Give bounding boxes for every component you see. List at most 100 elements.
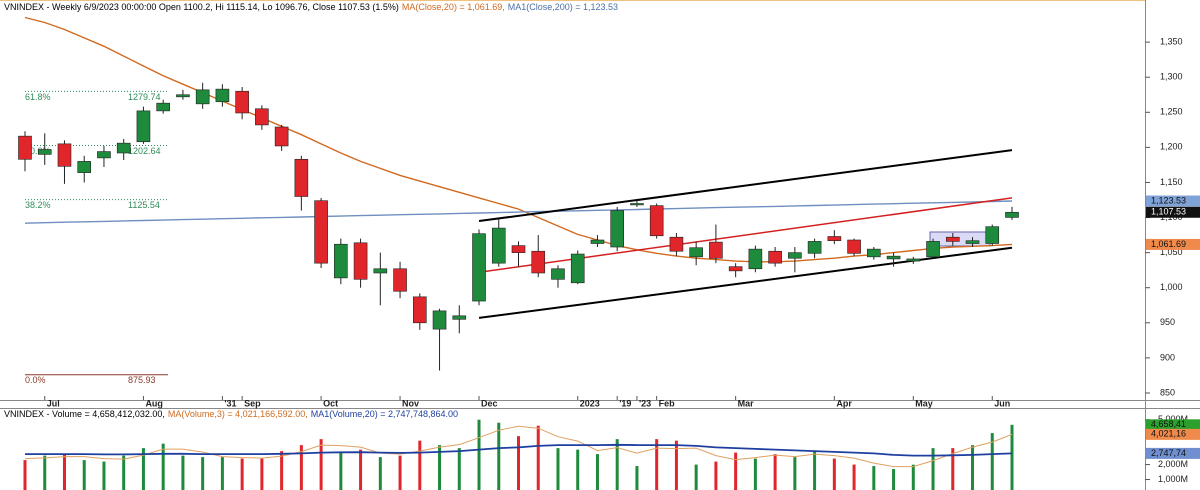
candle-body bbox=[649, 205, 664, 237]
x-tick-label: Nov bbox=[402, 398, 419, 408]
volume-bar bbox=[595, 454, 599, 490]
volume-bar bbox=[971, 445, 975, 490]
x-tick-label: '19 bbox=[619, 398, 631, 408]
candle-body bbox=[926, 241, 940, 258]
volume-bar bbox=[299, 445, 303, 490]
candle-body bbox=[412, 296, 427, 324]
x-tick-label: Aug bbox=[145, 398, 163, 408]
candle-body bbox=[867, 248, 881, 258]
volume-bar bbox=[161, 443, 165, 490]
candle-body bbox=[136, 110, 151, 143]
value-tag bbox=[1146, 428, 1200, 440]
value-tag bbox=[1146, 447, 1200, 459]
value-tag-label: 2,747,74 bbox=[1151, 448, 1186, 458]
candle-body bbox=[511, 245, 526, 253]
volume-bar bbox=[517, 436, 520, 490]
legend: VNINDEX - Weekly 6/9/2023 00:00:00 Open … bbox=[4, 2, 618, 12]
candle-body bbox=[353, 242, 368, 280]
candle-body bbox=[630, 203, 644, 206]
legend-entry: MA(Close,20) = 1,061.69, bbox=[402, 2, 505, 12]
fib-value: 1125.54 bbox=[128, 200, 160, 210]
volume-bar bbox=[852, 464, 856, 490]
candle-body bbox=[373, 268, 388, 274]
volume-bar bbox=[694, 464, 698, 490]
volume-bar bbox=[990, 433, 994, 490]
volume-bar bbox=[911, 464, 915, 490]
price-panel: VNINDEX - Weekly 6/9/2023 00:00:00 Open … bbox=[4, 2, 1019, 408]
candle-body bbox=[176, 94, 190, 98]
candle-body bbox=[610, 210, 625, 248]
candle-body bbox=[215, 88, 230, 103]
x-tick-label: Oct bbox=[323, 398, 338, 408]
volume-bar bbox=[951, 448, 955, 490]
x-tick-label: 2023 bbox=[580, 398, 600, 408]
volume-bar bbox=[872, 466, 876, 490]
candle-body bbox=[393, 268, 407, 292]
price-tag-label: 1,123.53 bbox=[1151, 195, 1186, 205]
candle-body bbox=[985, 226, 1000, 244]
volume-bar bbox=[674, 440, 678, 490]
candle-body bbox=[116, 142, 131, 154]
candle-body bbox=[590, 239, 605, 244]
legend-entry: MA(Volume,3) = 4,021,166,592.00, bbox=[168, 409, 308, 419]
candle-body bbox=[788, 252, 802, 259]
candle-body bbox=[531, 250, 546, 274]
candle-body bbox=[314, 200, 328, 264]
fib-value: 1279.74 bbox=[128, 92, 161, 102]
legend: VNINDEX - Volume = 4,658,412,032.00, MA(V… bbox=[4, 409, 458, 419]
x-tick-label: '23 bbox=[639, 398, 651, 408]
candle-body bbox=[768, 250, 782, 264]
candle-body bbox=[472, 233, 486, 302]
volume-bar bbox=[141, 448, 145, 490]
candle-body bbox=[709, 241, 723, 259]
candle-body bbox=[728, 266, 743, 272]
volume-panel: VNINDEX - Volume = 4,658,412,032.00, MA(V… bbox=[4, 409, 1014, 490]
candle-body bbox=[156, 102, 170, 112]
price-tag bbox=[1146, 206, 1200, 218]
volume-bar bbox=[220, 457, 224, 490]
fib-value: 875.93 bbox=[128, 375, 156, 385]
candle-body bbox=[57, 143, 72, 167]
volume-bar bbox=[793, 457, 797, 490]
y-tick-label: 5,000M bbox=[1158, 414, 1188, 424]
price-tag-label: 1,061.69 bbox=[1151, 239, 1186, 249]
candle-body bbox=[847, 239, 861, 254]
volume-bar bbox=[576, 449, 580, 490]
y-tick-label: 1,350 bbox=[1160, 36, 1183, 46]
volume-bar bbox=[43, 455, 47, 490]
trend-line bbox=[478, 197, 1013, 274]
x-tick-label: Jul bbox=[47, 398, 60, 408]
moving-average bbox=[24, 16, 1013, 263]
price-tag bbox=[1146, 195, 1200, 207]
candle-body bbox=[551, 268, 565, 280]
candle-body bbox=[570, 253, 585, 284]
y-tick-label: 1,050 bbox=[1160, 247, 1183, 257]
volume-bar bbox=[536, 425, 540, 490]
volume-bar bbox=[378, 457, 382, 490]
x-tick-label: Feb bbox=[659, 398, 676, 408]
x-tick-label: Sep bbox=[244, 398, 261, 408]
volume-bar bbox=[832, 458, 836, 490]
volume-bar bbox=[181, 455, 185, 490]
candle-body bbox=[255, 108, 269, 126]
candle-body bbox=[77, 161, 92, 173]
x-tick-label: Jun bbox=[994, 398, 1010, 408]
volume-bar bbox=[418, 440, 422, 490]
volume-bar bbox=[457, 448, 461, 490]
value-tag bbox=[1146, 419, 1200, 431]
candle-body bbox=[274, 126, 289, 147]
candle-body bbox=[669, 236, 684, 252]
volume-bar bbox=[339, 452, 343, 490]
volume-bar bbox=[813, 451, 817, 490]
volume-bar bbox=[1010, 424, 1014, 490]
y-tick-label: 1,200 bbox=[1160, 142, 1183, 152]
candle-body bbox=[1005, 211, 1019, 218]
candle-body bbox=[334, 243, 348, 279]
fib-label: 0.0% bbox=[25, 375, 46, 385]
candle-body bbox=[886, 255, 901, 260]
volume-bar bbox=[201, 457, 205, 490]
x-tick-label: Mar bbox=[738, 398, 755, 408]
volume-bar bbox=[319, 439, 323, 490]
candle-body bbox=[827, 236, 842, 242]
